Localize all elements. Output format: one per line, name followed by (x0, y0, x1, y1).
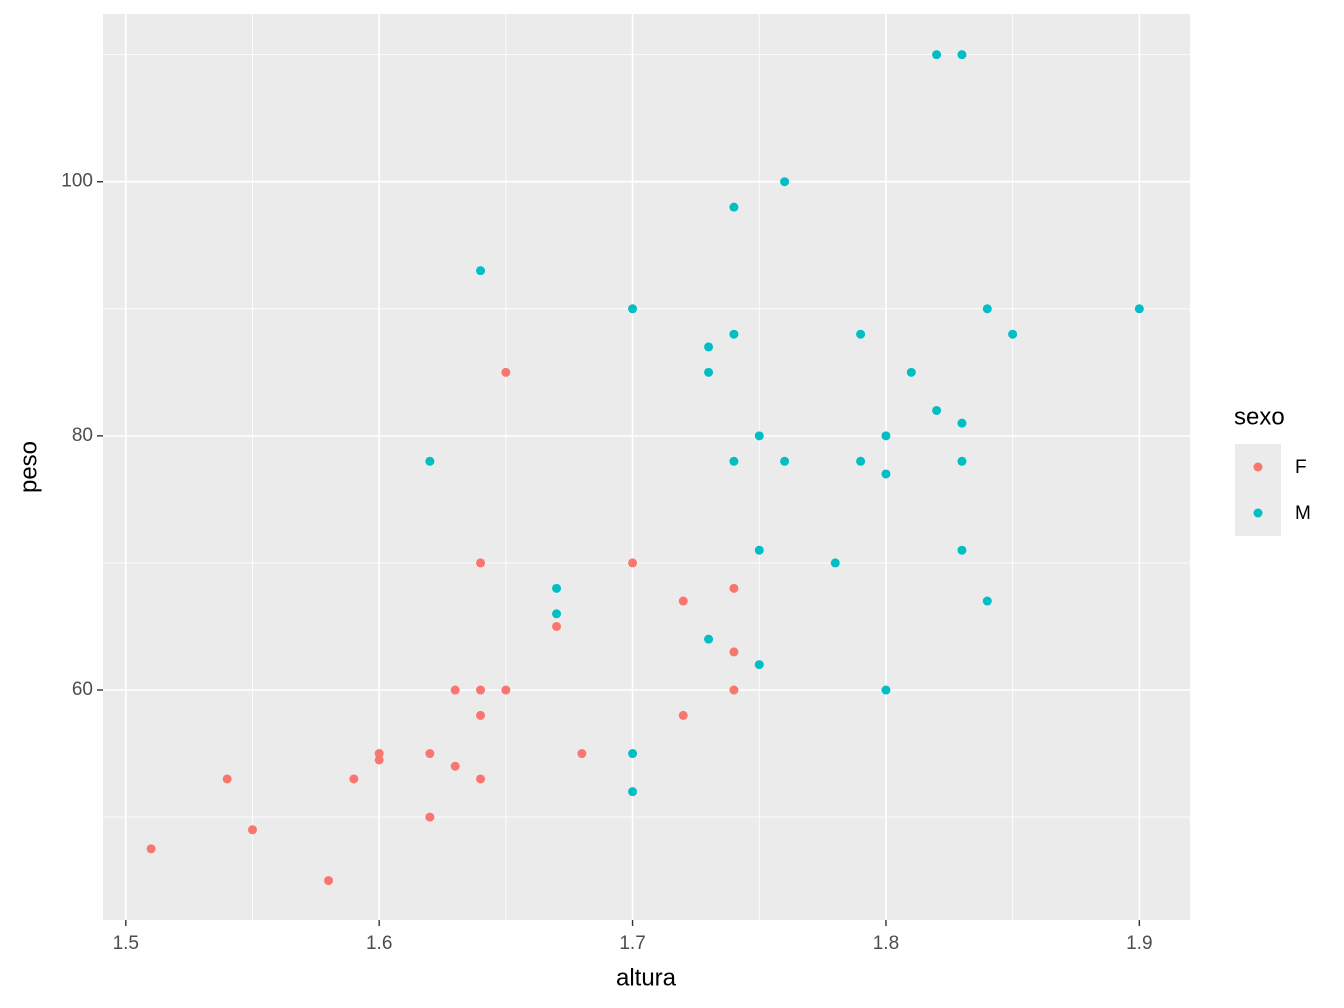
point (881, 431, 891, 441)
point (678, 710, 688, 720)
point (704, 342, 714, 352)
point (754, 431, 764, 441)
point (856, 329, 866, 339)
point (628, 304, 638, 314)
legend-key (1253, 462, 1263, 472)
point (906, 367, 916, 377)
point (982, 304, 992, 314)
point (476, 558, 486, 568)
point (729, 583, 739, 593)
point (425, 749, 435, 759)
point (577, 749, 587, 759)
y-tick-label: 100 (61, 171, 93, 192)
point (552, 583, 562, 593)
point (729, 456, 739, 466)
legend-key (1253, 508, 1263, 518)
point (729, 202, 739, 212)
x-axis-title: altura (616, 964, 677, 991)
point (476, 685, 486, 695)
point (1008, 329, 1018, 339)
point (932, 405, 942, 415)
point (704, 634, 714, 644)
point (628, 749, 638, 759)
point (476, 266, 486, 276)
point (222, 774, 232, 784)
point (957, 50, 967, 60)
point (146, 844, 156, 854)
point (324, 876, 334, 886)
point (374, 749, 384, 759)
point (982, 596, 992, 606)
point (780, 177, 790, 187)
legend-label: F (1295, 457, 1307, 478)
legend-key-bg (1235, 444, 1281, 536)
point (729, 685, 739, 695)
y-axis-title: peso (15, 441, 42, 493)
point (729, 329, 739, 339)
x-tick-label: 1.6 (366, 933, 392, 954)
point (830, 558, 840, 568)
point (881, 469, 891, 479)
point (476, 774, 486, 784)
point (450, 685, 460, 695)
point (957, 456, 967, 466)
legend-label: M (1295, 503, 1311, 524)
x-tick-label: 1.5 (113, 933, 139, 954)
point (425, 456, 435, 466)
panel (103, 14, 1190, 920)
point (754, 660, 764, 670)
point (957, 545, 967, 555)
point (932, 50, 942, 60)
point (552, 609, 562, 619)
point (628, 558, 638, 568)
point (754, 545, 764, 555)
point (678, 596, 688, 606)
y-tick-label: 60 (72, 679, 93, 700)
point (957, 418, 967, 428)
point (374, 755, 384, 765)
point (450, 761, 460, 771)
point (729, 647, 739, 657)
x-tick-label: 1.9 (1126, 933, 1152, 954)
point (628, 787, 638, 797)
point (704, 367, 714, 377)
point (856, 456, 866, 466)
point (780, 456, 790, 466)
x-tick-label: 1.8 (873, 933, 899, 954)
x-tick-label: 1.7 (619, 933, 645, 954)
point (501, 367, 511, 377)
point (552, 621, 562, 631)
y-tick-label: 80 (72, 425, 93, 446)
point (881, 685, 891, 695)
point (425, 812, 435, 822)
legend-title: sexo (1234, 403, 1285, 430)
point (1134, 304, 1144, 314)
point (349, 774, 359, 784)
point (247, 825, 257, 835)
point (476, 710, 486, 720)
point (501, 685, 511, 695)
